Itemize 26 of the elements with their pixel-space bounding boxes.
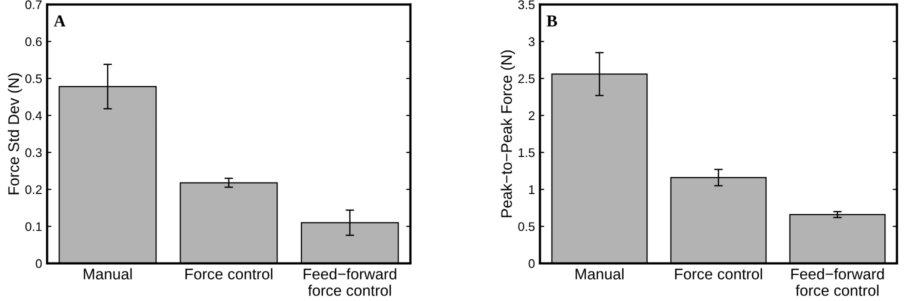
y-tick-label: 0.4 xyxy=(25,111,42,120)
y-tick-label: 0.3 xyxy=(25,148,42,158)
y-axis-title: Force Std Dev (N) xyxy=(8,73,22,194)
x-tick-label: Manual xyxy=(576,268,624,280)
y-tick-label: 2.5 xyxy=(518,74,535,84)
y-axis-title: Peak−to−Peak Force (N) xyxy=(500,50,515,218)
x-tick-label: Force control xyxy=(185,268,272,280)
y-tick-label: 0 xyxy=(528,259,535,268)
y-tick-label: 3.5 xyxy=(518,0,535,10)
y-tick-label: 0.5 xyxy=(25,74,42,84)
y-tick-label: 0.6 xyxy=(25,37,42,46)
x-tick-label: Feed−forward force control xyxy=(304,268,396,296)
annotation: B xyxy=(546,16,558,26)
y-tick-label: 1 xyxy=(529,185,535,194)
y-tick-label: 0.7 xyxy=(25,0,42,10)
y-tick-label: 0.5 xyxy=(518,222,535,232)
y-tick-label: 0.2 xyxy=(25,185,42,194)
x-tick-label: Force control xyxy=(675,268,762,280)
y-tick-label: 0 xyxy=(36,259,42,268)
y-tick-label: 0.1 xyxy=(25,222,42,232)
y-tick-label: 2 xyxy=(528,111,534,120)
y-tick-label: 1.5 xyxy=(518,148,535,158)
x-tick-label: Feed−forward force control xyxy=(791,268,884,296)
x-tick-label: Manual xyxy=(84,268,132,280)
y-tick-label: 3 xyxy=(528,37,535,46)
annotation: A xyxy=(54,15,66,26)
